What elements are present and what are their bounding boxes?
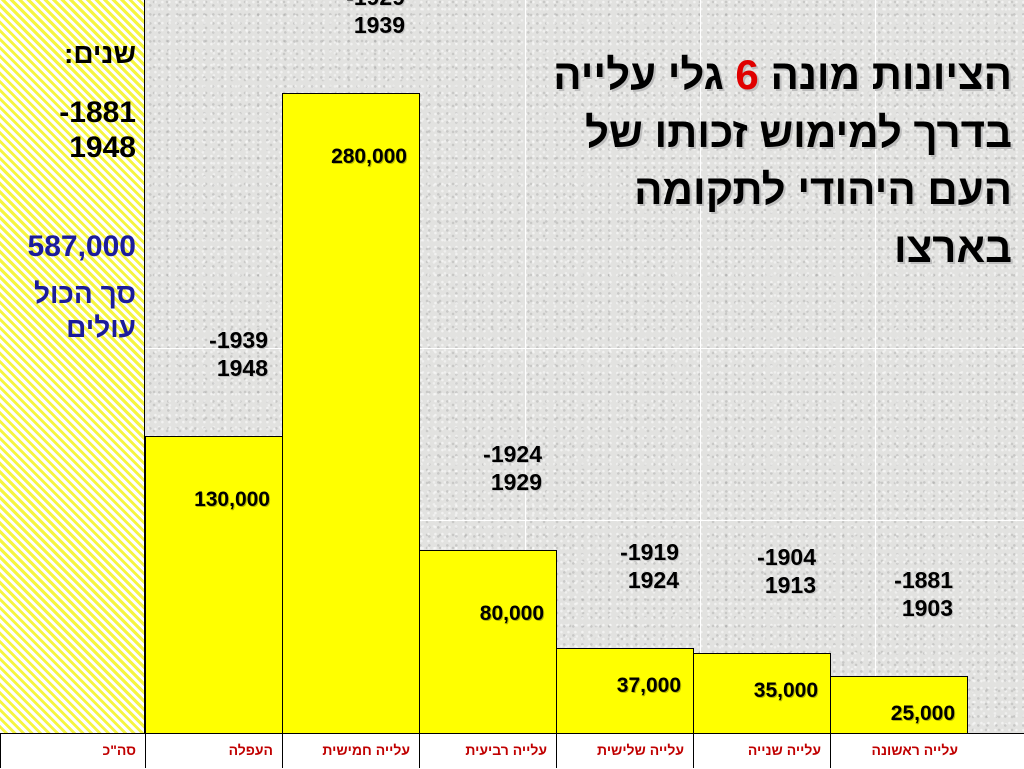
category-label: עלייה חמישית [282,733,420,768]
bar [419,550,557,733]
bar [556,648,694,733]
category-label: סה"כ [0,733,146,768]
category-label: עלייה רביעית [419,733,557,768]
grid-line [145,348,1024,349]
grid-line [145,520,1024,521]
bar-period-label: -1929 1939 [346,0,405,39]
years-label: שנים: [64,38,136,69]
bar-period-label: -1881 1903 [894,566,953,621]
total-immigrants-caption: סך הכול עולים [33,278,136,343]
title-prefix: הציונות מונה [770,51,1012,98]
bar-value-label: 80,000 [479,602,544,626]
bar [693,653,831,733]
category-label: עלייה שנייה [693,733,831,768]
bar-value-label: 25,000 [890,701,955,725]
bar-period-label: -1939 1948 [209,326,268,381]
title-line-3: העם היהודי לתקומה [634,166,1012,214]
bar-value-label: 35,000 [753,679,818,702]
bar-period-label: -1924 1929 [483,441,542,496]
grid-line [525,0,526,733]
bar [830,675,968,733]
title-suffix: גלי עלייה [553,51,724,98]
category-label: עלייה שלישית [556,733,694,768]
bar [145,435,283,733]
total-immigrants-value: 587,000 [27,230,136,263]
slide-title: הציונות מונה 6 גלי עלייה בדרך למימוש זכו… [492,46,1012,276]
bar-value-label: 280,000 [331,145,407,168]
grid-line [875,0,876,733]
title-line-1: הציונות מונה 6 גלי עלייה [492,46,1012,104]
title-number: 6 [735,51,759,98]
category-label: עלייה ראשונה [830,733,968,768]
title-line-2: בדרך למימוש זכותו של [584,108,1012,156]
years-range: -1881 1948 [59,96,136,164]
category-label: העפלה [145,733,283,768]
bar-period-label: -1919 1924 [620,539,679,594]
bar [282,93,420,733]
title-line-4: בארצו [894,223,1012,271]
category-axis [0,733,1024,769]
total-summary-panel: שנים: -1881 1948 587,000 סך הכול עולים [0,0,145,733]
bar-value-label: 37,000 [616,674,681,698]
grid-line [700,0,701,733]
bar-period-label: -1904 1913 [757,544,816,599]
bar-value-label: 130,000 [194,487,270,511]
